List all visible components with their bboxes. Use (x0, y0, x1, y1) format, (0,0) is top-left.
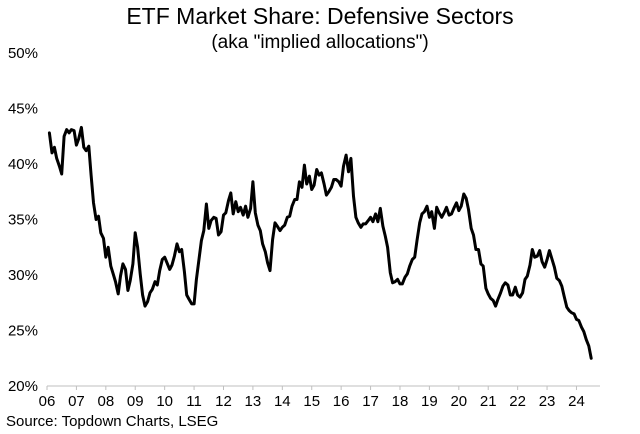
x-tick-label: 20 (450, 393, 467, 410)
x-tick-label: 11 (186, 393, 202, 410)
x-tick-label: 16 (333, 393, 350, 410)
y-tick-label: 45% (8, 101, 38, 118)
x-tick-label: 19 (421, 393, 438, 410)
x-tick-label: 07 (68, 393, 85, 410)
y-tick-label: 35% (8, 212, 38, 229)
y-tick-label: 20% (8, 378, 38, 395)
x-tick-label: 12 (215, 393, 232, 410)
x-tick-label: 17 (362, 393, 379, 410)
x-tick-label: 24 (568, 393, 585, 410)
x-axis-ticks (46, 386, 577, 390)
x-tick-label: 15 (303, 393, 320, 410)
y-tick-label: 50% (8, 45, 38, 62)
x-tick-label: 06 (39, 393, 56, 410)
x-tick-label: 09 (127, 393, 144, 410)
x-tick-label: 21 (480, 393, 497, 410)
x-tick-label: 18 (392, 393, 409, 410)
x-tick-label: 08 (97, 393, 114, 410)
chart-title: ETF Market Share: Defensive Sectors (126, 3, 514, 29)
y-tick-label: 30% (8, 267, 38, 284)
x-tick-label: 14 (274, 393, 291, 410)
y-tick-label: 25% (8, 323, 38, 340)
source-note: Source: Topdown Charts, LSEG (6, 413, 219, 430)
x-tick-label: 23 (539, 393, 556, 410)
y-tick-label: 40% (8, 156, 38, 173)
x-tick-label: 22 (509, 393, 526, 410)
x-tick-label: 10 (156, 393, 173, 410)
series-line-defensive-share (47, 125, 593, 360)
y-axis-labels: 20% 25% 30% 35% 40% 45% 50% (8, 45, 38, 395)
x-tick-label: 13 (245, 393, 262, 410)
x-axis-labels: 06 07 08 09 10 11 12 13 14 15 16 17 18 19 20 21 22 23 24 (39, 393, 585, 410)
chart-subtitle: (aka "implied allocations") (211, 32, 429, 53)
